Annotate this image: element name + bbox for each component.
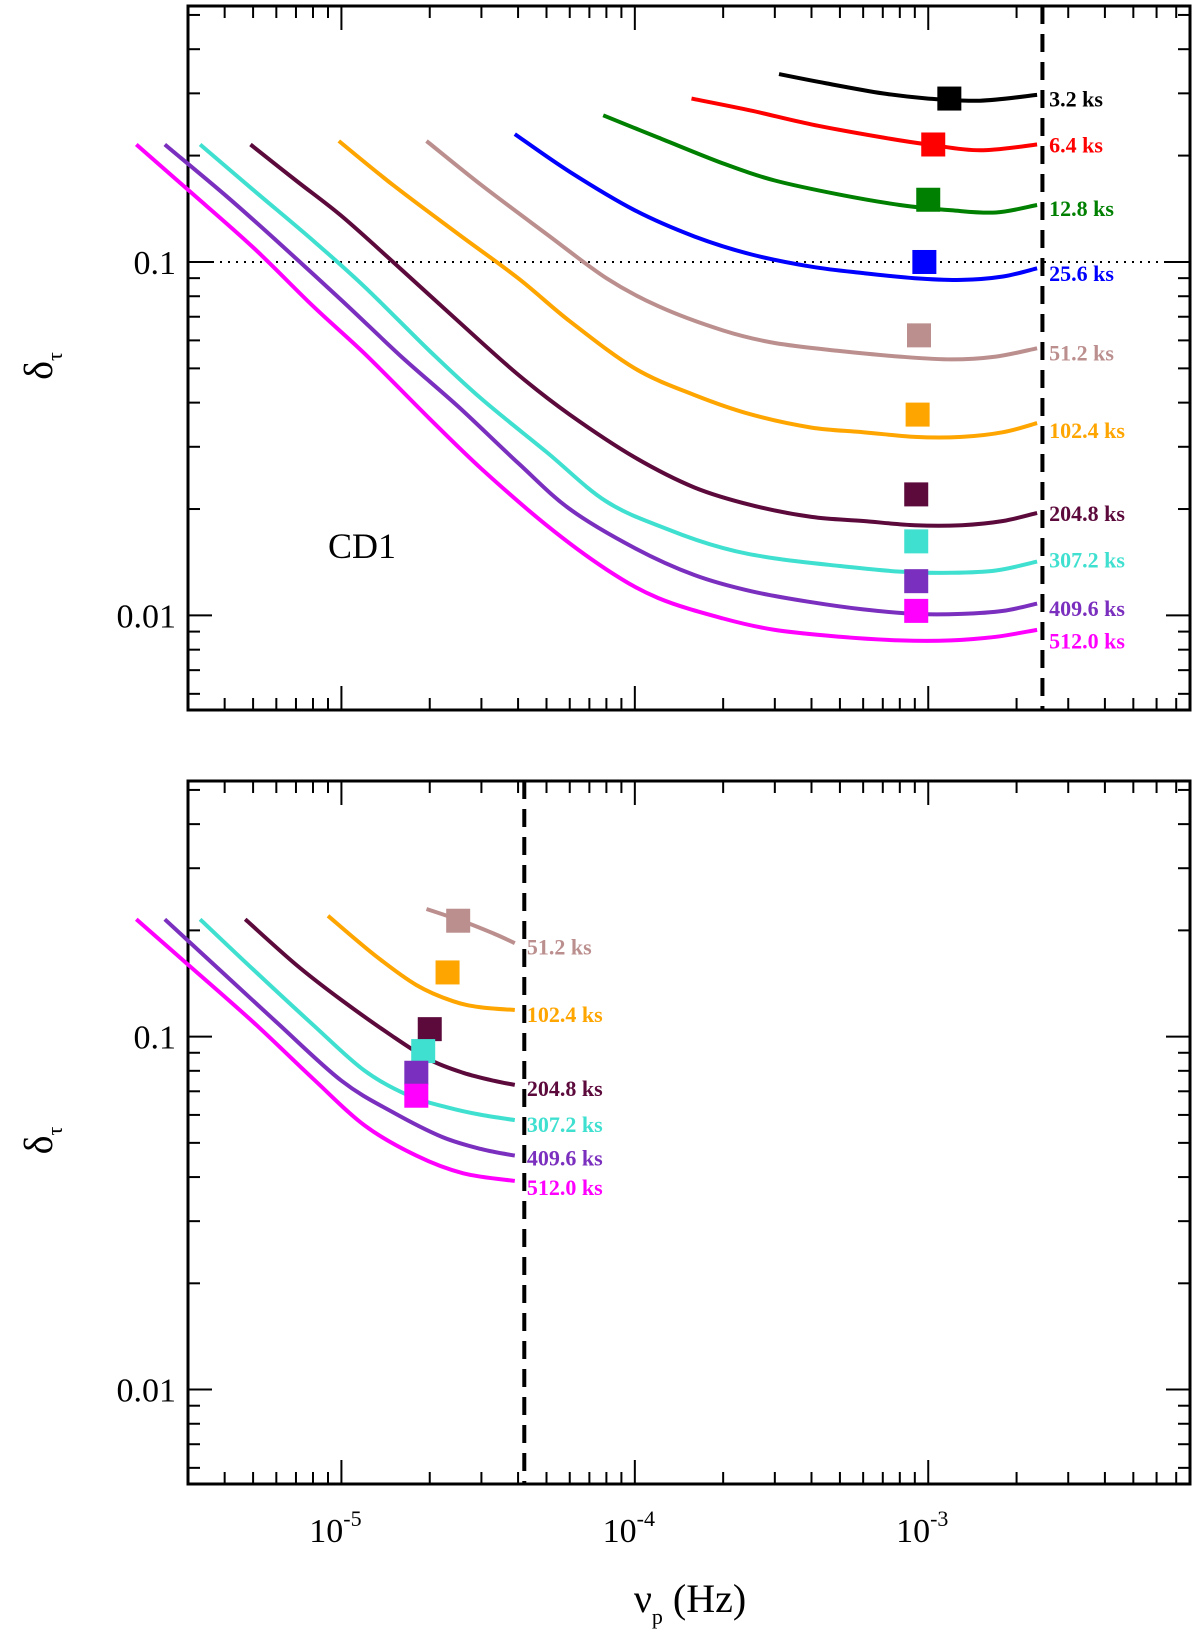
series-marker — [906, 323, 931, 348]
series-label: 102.4 ks — [527, 1002, 603, 1027]
series-line — [326, 914, 515, 1012]
series-marker — [904, 482, 929, 507]
series-line — [602, 113, 1038, 215]
panel-bottom: 0.1 0.01 δτ 51.2 ks 102.4 ks 204.8 ks 307.2 ks… — [16, 779, 1192, 1629]
x-tick-label: 10-4 — [603, 1506, 655, 1550]
panel-top: 0.1 0.01 δτ CD1 3.2 ks 6.4 ks 12.8 ks 25.6 ks 51… — [16, 4, 1192, 712]
series-label: 307.2 ks — [1049, 547, 1125, 572]
series-label: 204.8 ks — [527, 1076, 603, 1101]
series-line — [198, 917, 516, 1123]
series-label: 51.2 ks — [527, 935, 592, 960]
plot-frame — [186, 779, 1192, 1486]
series-line — [778, 72, 1038, 103]
series-line — [425, 907, 516, 945]
series-marker — [916, 187, 941, 212]
series-label: 307.2 ks — [527, 1112, 603, 1137]
series-line — [134, 917, 516, 1183]
series-label: 6.4 ks — [1049, 132, 1103, 157]
series-line — [243, 917, 516, 1087]
x-axis-label: νp (Hz) — [634, 1576, 746, 1629]
x-tick-label: 10-5 — [309, 1506, 361, 1550]
series-label: 51.2 ks — [1049, 340, 1114, 365]
y-axis-label: δτ — [16, 352, 67, 380]
series-marker — [912, 249, 937, 274]
series-label: 102.4 ks — [1049, 418, 1125, 443]
series-label: 512.0 ks — [527, 1175, 603, 1200]
series-marker — [435, 960, 460, 985]
y-tick-label: 0.01 — [117, 1373, 177, 1410]
y-tick-label: 0.01 — [117, 598, 177, 635]
series-line — [337, 139, 1038, 440]
series-label: 204.8 ks — [1049, 501, 1125, 526]
series-marker — [404, 1083, 429, 1108]
series-label: 25.6 ks — [1049, 261, 1114, 286]
series-marker — [937, 86, 962, 111]
series-label: 12.8 ks — [1049, 196, 1114, 221]
series-line — [425, 139, 1038, 362]
series-label: 409.6 ks — [1049, 596, 1125, 621]
y-axis-label: δτ — [16, 1126, 67, 1154]
series-label: 512.0 ks — [1049, 628, 1125, 653]
series-marker — [921, 132, 946, 157]
series-marker — [446, 908, 471, 933]
series-line — [163, 917, 516, 1158]
series-marker — [417, 1017, 442, 1042]
series-label: 409.6 ks — [527, 1145, 603, 1170]
series-line — [134, 142, 1038, 643]
panel-annotation: CD1 — [328, 526, 396, 566]
y-tick-label: 0.1 — [134, 245, 177, 282]
series-label: 3.2 ks — [1049, 87, 1103, 112]
series-line — [513, 132, 1038, 282]
series-line — [691, 96, 1038, 153]
series-marker — [905, 402, 930, 427]
y-tick-label: 0.1 — [134, 1020, 177, 1057]
x-tick-label: 10-3 — [896, 1506, 948, 1550]
series-line — [249, 142, 1038, 528]
series-marker — [404, 1060, 429, 1085]
series-marker — [904, 598, 929, 623]
plot-frame — [186, 4, 1192, 712]
series-marker — [904, 529, 929, 554]
series-marker — [904, 569, 929, 594]
series-marker — [411, 1039, 436, 1064]
